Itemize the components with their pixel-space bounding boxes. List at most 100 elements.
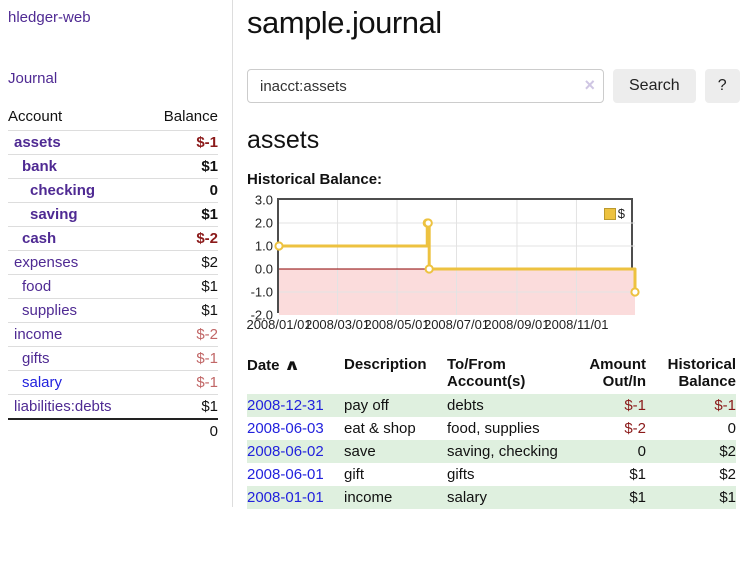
transaction-amount: $-2	[624, 420, 646, 437]
chart-canvas	[274, 200, 640, 315]
sidebar-item-journal[interactable]: Journal	[8, 70, 58, 87]
clear-search-icon[interactable]: ×	[584, 75, 595, 95]
chart-legend: $	[601, 205, 627, 222]
account-link[interactable]: gifts	[22, 350, 50, 367]
account-link[interactable]: cash	[22, 230, 57, 247]
account-balance: $-1	[145, 130, 218, 155]
accounts-header-balance: Balance	[163, 108, 218, 125]
transaction-description: pay off	[344, 397, 389, 414]
chart-plot-area: $	[274, 198, 640, 315]
transaction-balance: $1	[719, 489, 736, 506]
x-tick-label: 2008/09/01	[484, 317, 550, 332]
transaction-amount: $1	[629, 489, 646, 506]
transaction-amount: 0	[637, 443, 646, 460]
historical-balance-chart: 3.0 2.0 1.0 0.0 -1.0 -2.0 $ 2008/01/01 2008/03…	[246, 193, 736, 333]
search-input-wrap: ×	[247, 69, 604, 103]
account-link[interactable]: salary	[22, 374, 63, 391]
account-heading: assets	[247, 126, 320, 154]
help-button[interactable]: ?	[704, 69, 740, 103]
transaction-accounts: gifts	[447, 466, 475, 483]
register-header-description: Description	[344, 356, 427, 373]
account-balance: $1	[145, 274, 218, 299]
account-row: saving $1	[8, 202, 218, 227]
account-link[interactable]: supplies	[22, 302, 78, 319]
account-link[interactable]: saving	[30, 206, 78, 223]
accounts-header-account: Account	[8, 108, 63, 125]
chart-title: Historical Balance:	[247, 171, 383, 188]
account-link[interactable]: assets	[14, 134, 61, 151]
app-title-link[interactable]: hledger-web	[8, 9, 91, 26]
y-tick-label: 3.0	[254, 192, 273, 208]
transaction-description: eat & shop	[344, 420, 416, 437]
transaction-date-link[interactable]: 2008-06-03	[247, 420, 324, 437]
transaction-amount: $1	[629, 466, 646, 483]
account-balance: $1	[145, 298, 218, 323]
account-row: liabilities:debts $1	[8, 394, 218, 419]
page-title: sample.journal	[247, 5, 442, 40]
x-tick-label: 2008/05/01	[364, 317, 430, 332]
account-link[interactable]: expenses	[14, 254, 79, 271]
transaction-date-link[interactable]: 2008-12-31	[247, 397, 324, 414]
register-row: 2008-12-31 pay off debts $-1 $-1	[247, 394, 736, 417]
search-button[interactable]: Search	[613, 69, 696, 103]
transaction-accounts: saving, checking	[447, 443, 558, 460]
account-balance: $-2	[145, 322, 218, 347]
transaction-accounts: salary	[447, 489, 488, 506]
transaction-description: save	[344, 443, 376, 460]
sort-asc-icon: ∧	[283, 357, 300, 374]
accounts-total: 0	[145, 418, 218, 443]
account-balance: $2	[145, 250, 218, 275]
legend-swatch-icon	[603, 207, 616, 220]
x-tick-label: 2008/11/01	[544, 317, 609, 332]
register-header-amount: Amount Out/In	[589, 356, 646, 390]
register-header-date[interactable]: Date ∧	[247, 357, 300, 374]
transaction-date-link[interactable]: 2008-06-01	[247, 466, 324, 483]
account-row: food $1	[8, 274, 218, 299]
y-tick-label: 1.0	[254, 238, 273, 254]
search-form: × Search ?	[247, 69, 740, 103]
register-row: 2008-01-01 income salary $1 $1	[247, 486, 736, 509]
account-balance: $1	[145, 154, 218, 179]
register-table: Date ∧ Description To/From Account(s) Amo…	[247, 354, 736, 509]
account-row: checking 0	[8, 178, 218, 203]
register-header-balance: Historical Balance	[667, 356, 736, 390]
transaction-accounts: debts	[447, 397, 484, 414]
account-balance: 0	[145, 178, 218, 203]
y-tick-label: 2.0	[254, 215, 273, 231]
transaction-balance: $2	[719, 443, 736, 460]
account-link[interactable]: checking	[30, 182, 96, 199]
account-balance: $-1	[145, 370, 218, 395]
account-link[interactable]: liabilities:debts	[14, 398, 112, 415]
accounts-tbody: assets $-1 bank $1 checking 0 saving $1 cash $-2 e…	[8, 130, 218, 443]
transaction-accounts: food, supplies	[447, 420, 540, 437]
account-row: income $-2	[8, 322, 218, 347]
register-row: 2008-06-01 gift gifts $1 $2	[247, 463, 736, 486]
search-input[interactable]	[247, 69, 604, 103]
sidebar: hledger-web Journal Account Balance asse…	[0, 0, 233, 507]
register-row: 2008-06-03 eat & shop food, supplies $-2 0	[247, 417, 736, 440]
transaction-amount: $-1	[624, 397, 646, 414]
y-tick-label: 0.0	[254, 261, 273, 277]
transaction-description: gift	[344, 466, 365, 483]
account-row: bank $1	[8, 154, 218, 179]
account-row: salary $-1	[8, 370, 218, 395]
account-link[interactable]: bank	[22, 158, 58, 175]
account-link[interactable]: income	[14, 326, 63, 343]
y-tick-label: -2.0	[250, 307, 273, 323]
account-row: gifts $-1	[8, 346, 218, 371]
accounts-total-row: 0	[8, 418, 218, 443]
x-tick-label: 2008/07/01	[423, 317, 490, 332]
account-row: supplies $1	[8, 298, 218, 323]
transaction-date-link[interactable]: 2008-06-02	[247, 443, 324, 460]
account-balance: $-2	[145, 226, 218, 251]
x-tick-label: 2008/03/01	[304, 317, 371, 332]
transaction-balance: 0	[727, 420, 736, 437]
account-balance: $1	[145, 202, 218, 227]
y-tick-label: -1.0	[250, 284, 273, 300]
account-row: cash $-2	[8, 226, 218, 251]
account-link[interactable]: food	[22, 278, 52, 295]
transaction-date-link[interactable]: 2008-01-01	[247, 489, 324, 506]
register-tbody: 2008-12-31 pay off debts $-1 $-1 2008-06-03 ea…	[247, 394, 736, 509]
transaction-balance: $2	[719, 466, 736, 483]
legend-label: $	[617, 206, 625, 221]
